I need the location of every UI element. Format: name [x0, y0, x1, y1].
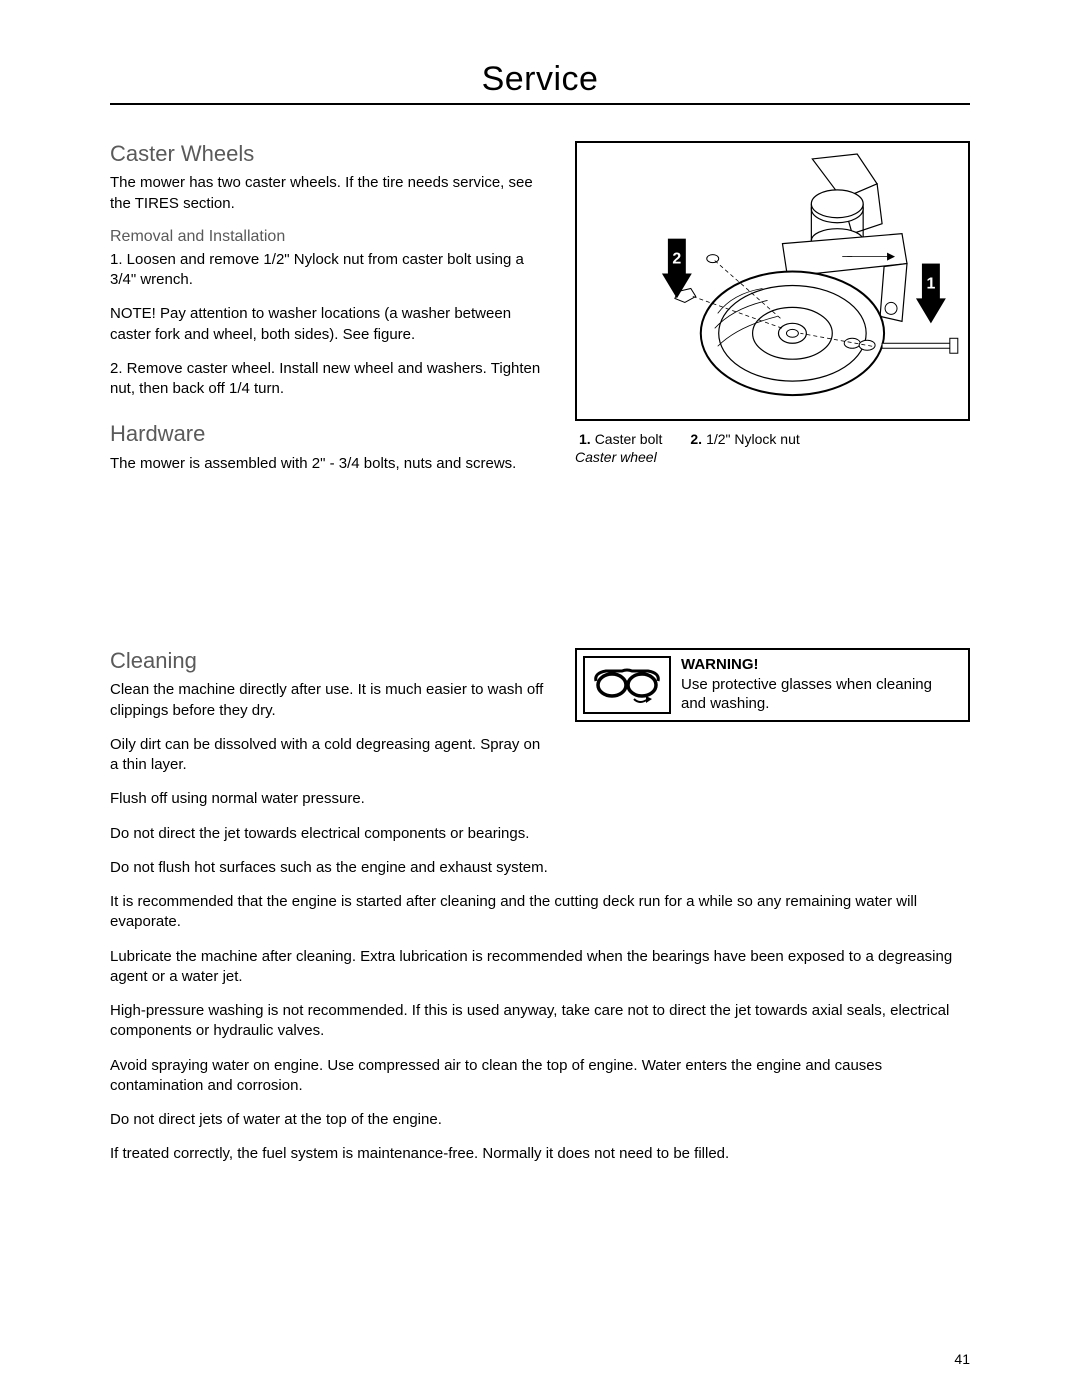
caster-figure: 1 2 [575, 141, 970, 421]
figure-caption: Caster wheel [575, 449, 970, 465]
callout-2-text: 1/2" Nylock nut [706, 431, 800, 447]
cleaning-full3: Do not direct jets of water at the top o… [110, 1110, 970, 1130]
page-number: 41 [954, 1351, 970, 1367]
svg-text:1: 1 [926, 275, 935, 292]
callout-1-text: Caster bolt [595, 431, 663, 447]
cleaning-full2: Avoid spraying water on engine. Use comp… [110, 1056, 970, 1097]
caster-wheel-diagram: 1 2 [583, 149, 962, 413]
warning-title: WARNING! [681, 656, 960, 675]
callout-1-num: 1. [579, 431, 591, 447]
warning-text: Use protective glasses when cleaning and… [681, 676, 932, 712]
figure-callouts: 1.Caster bolt 2.1/2" Nylock nut [579, 431, 970, 447]
caster-step1: 1. Loosen and remove 1/2" Nylock nut fro… [110, 250, 545, 291]
cleaning-p2: Oily dirt can be dissolved with a cold d… [110, 735, 545, 776]
caster-heading: Caster Wheels [110, 141, 545, 167]
caster-note: NOTE! Pay attention to washer locations … [110, 304, 545, 345]
caster-step2: 2. Remove caster wheel. Install new whee… [110, 359, 545, 400]
hardware-body: The mower is assembled with 2" - 3/4 bol… [110, 454, 545, 474]
hardware-heading: Hardware [110, 421, 545, 447]
warning-box: WARNING! Use protective glasses when cle… [575, 648, 970, 722]
caster-subheading: Removal and Installation [110, 228, 545, 246]
cleaning-p6: It is recommended that the engine is sta… [110, 892, 970, 933]
cleaning-p7: Lubricate the machine after cleaning. Ex… [110, 947, 970, 988]
cleaning-p4: Do not direct the jet towards electrical… [110, 824, 970, 844]
safety-glasses-icon [583, 656, 671, 714]
svg-text:2: 2 [672, 251, 681, 268]
page-title: Service [110, 60, 970, 105]
cleaning-heading: Cleaning [110, 648, 545, 674]
cleaning-p1: Clean the machine directly after use. It… [110, 680, 545, 721]
callout-2-num: 2. [690, 431, 702, 447]
caster-intro: The mower has two caster wheels. If the … [110, 173, 545, 214]
cleaning-p3: Flush off using normal water pressure. [110, 789, 545, 809]
cleaning-full4: If treated correctly, the fuel system is… [110, 1144, 970, 1164]
cleaning-full1: High-pressure washing is not recommended… [110, 1001, 970, 1042]
cleaning-p5: Do not flush hot surfaces such as the en… [110, 858, 970, 878]
